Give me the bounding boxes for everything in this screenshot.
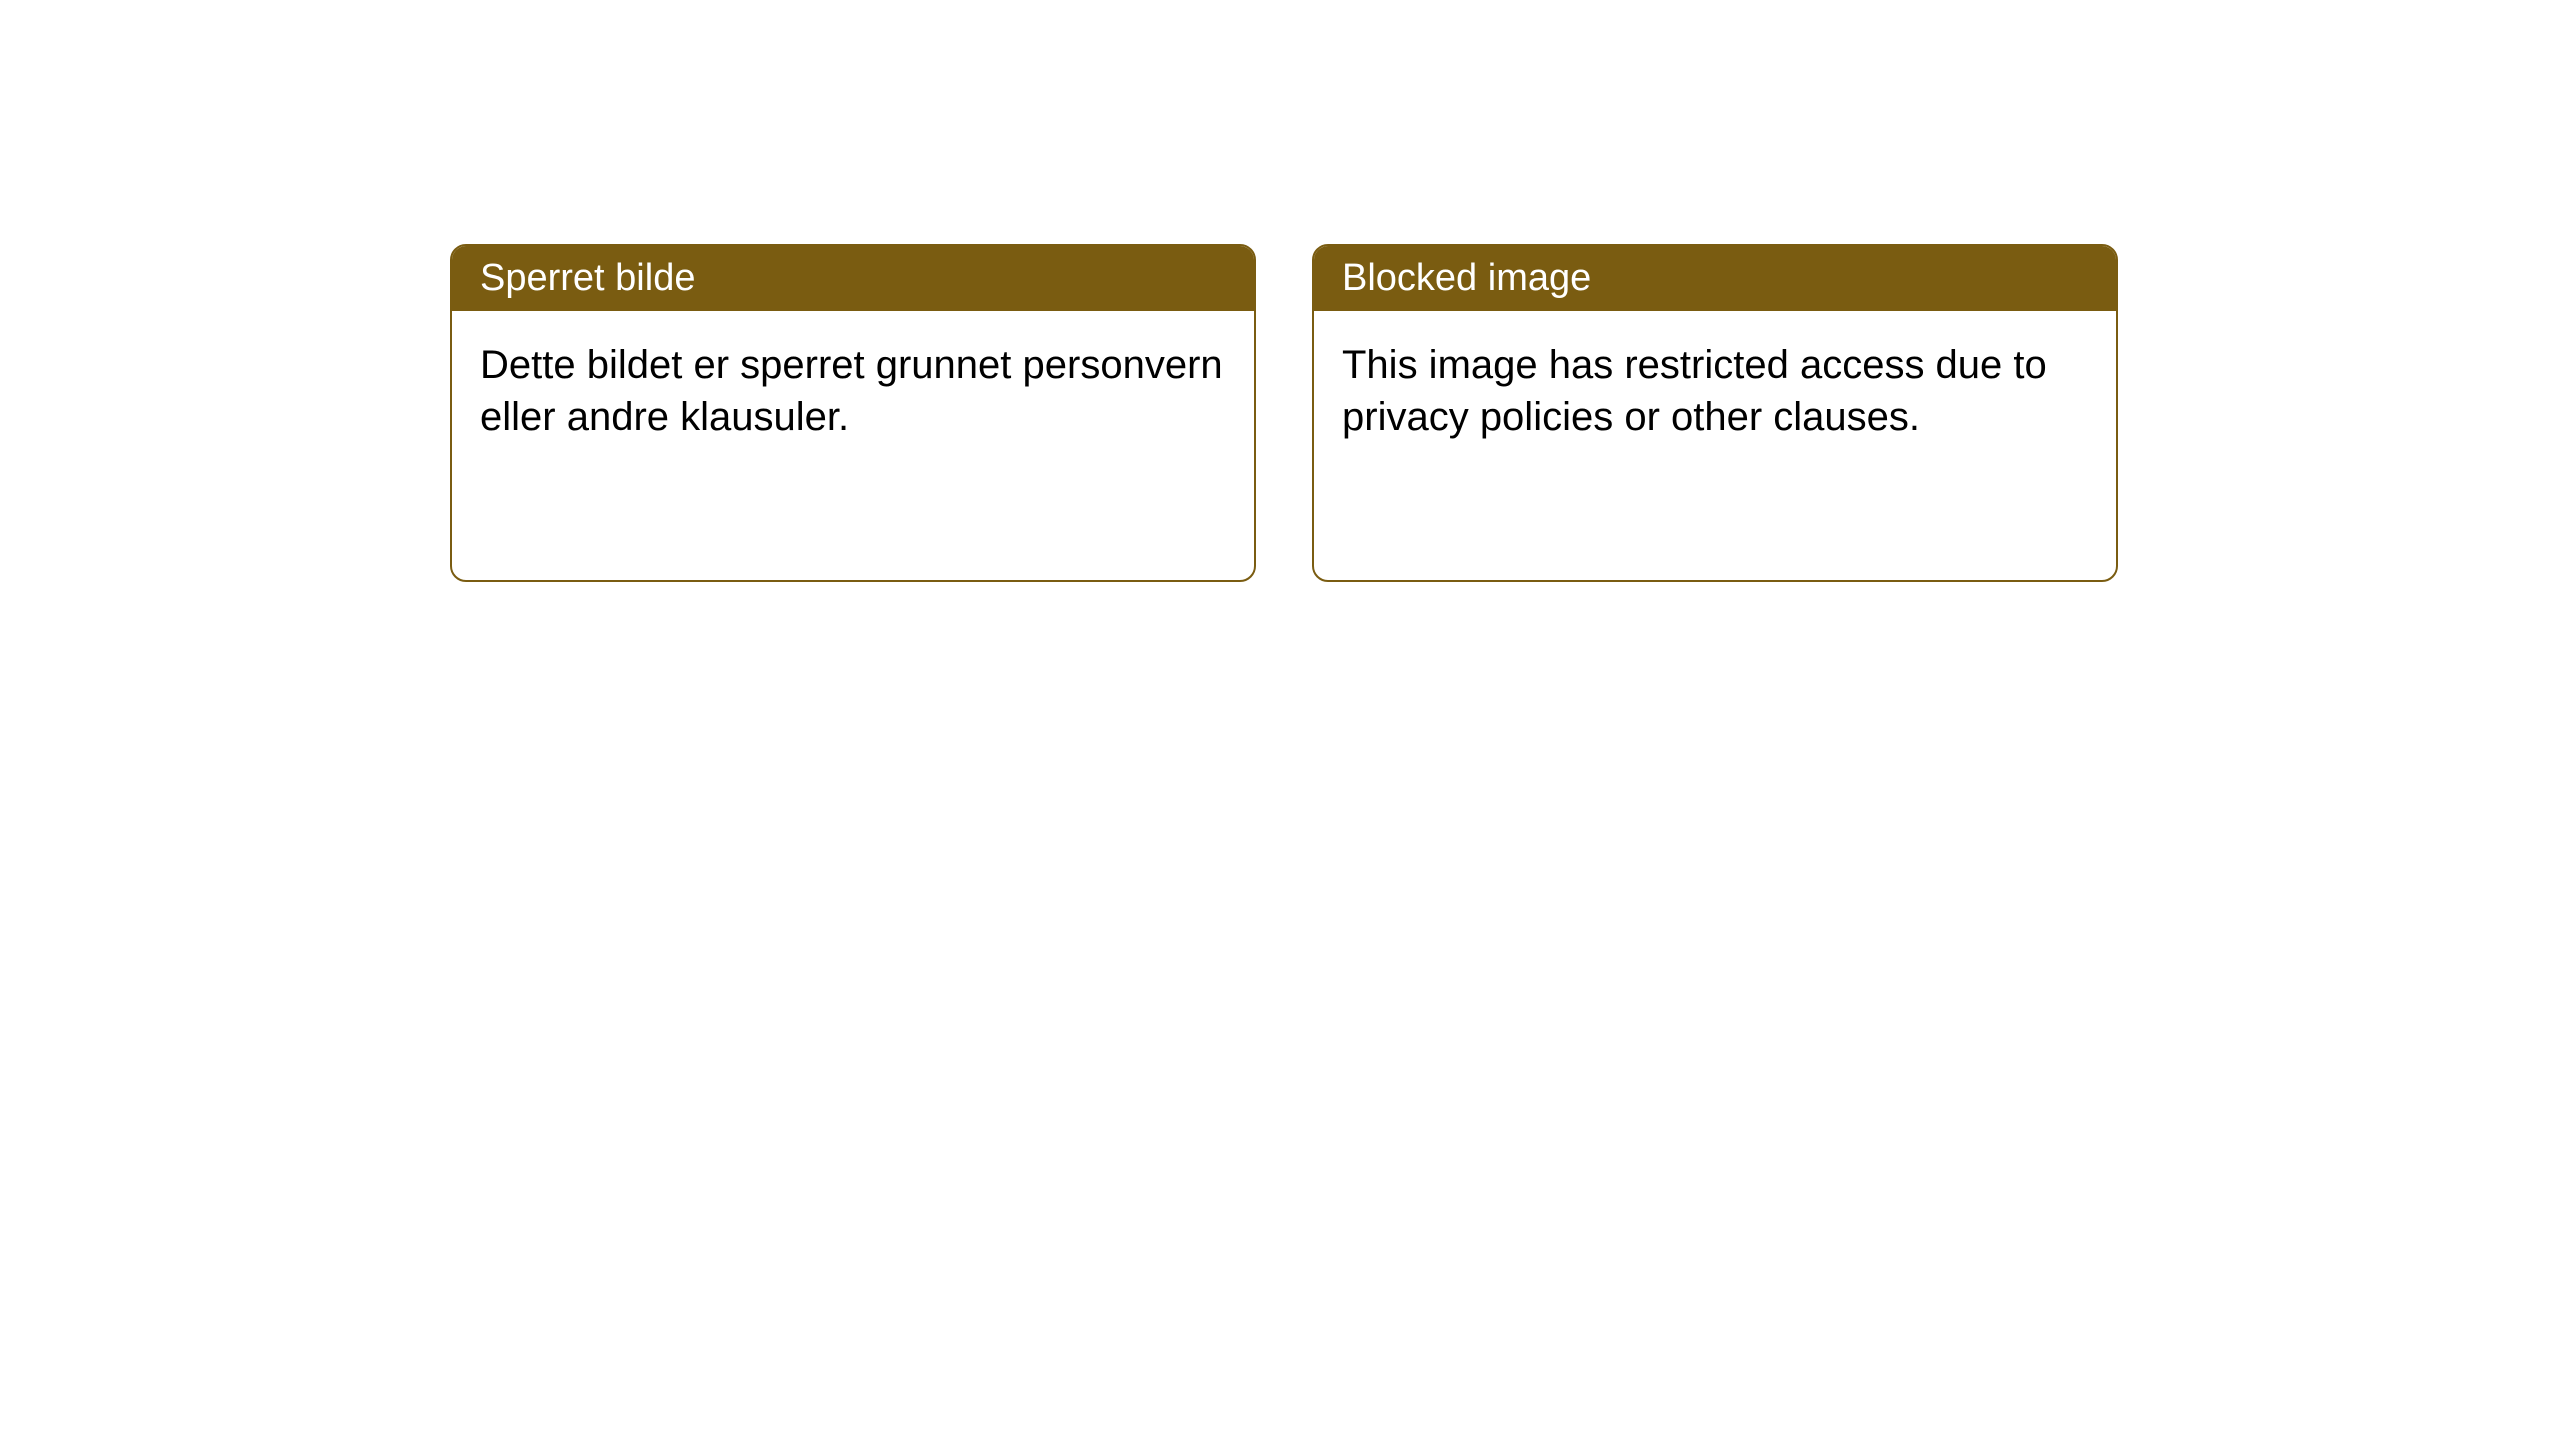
notice-card-english: Blocked image This image has restricted …: [1312, 244, 2118, 582]
notice-card-body: This image has restricted access due to …: [1314, 311, 2116, 471]
notice-card-header: Sperret bilde: [452, 246, 1254, 311]
notice-card-header: Blocked image: [1314, 246, 2116, 311]
notice-cards-container: Sperret bilde Dette bildet er sperret gr…: [450, 244, 2118, 582]
notice-card-body: Dette bildet er sperret grunnet personve…: [452, 311, 1254, 471]
notice-card-norwegian: Sperret bilde Dette bildet er sperret gr…: [450, 244, 1256, 582]
